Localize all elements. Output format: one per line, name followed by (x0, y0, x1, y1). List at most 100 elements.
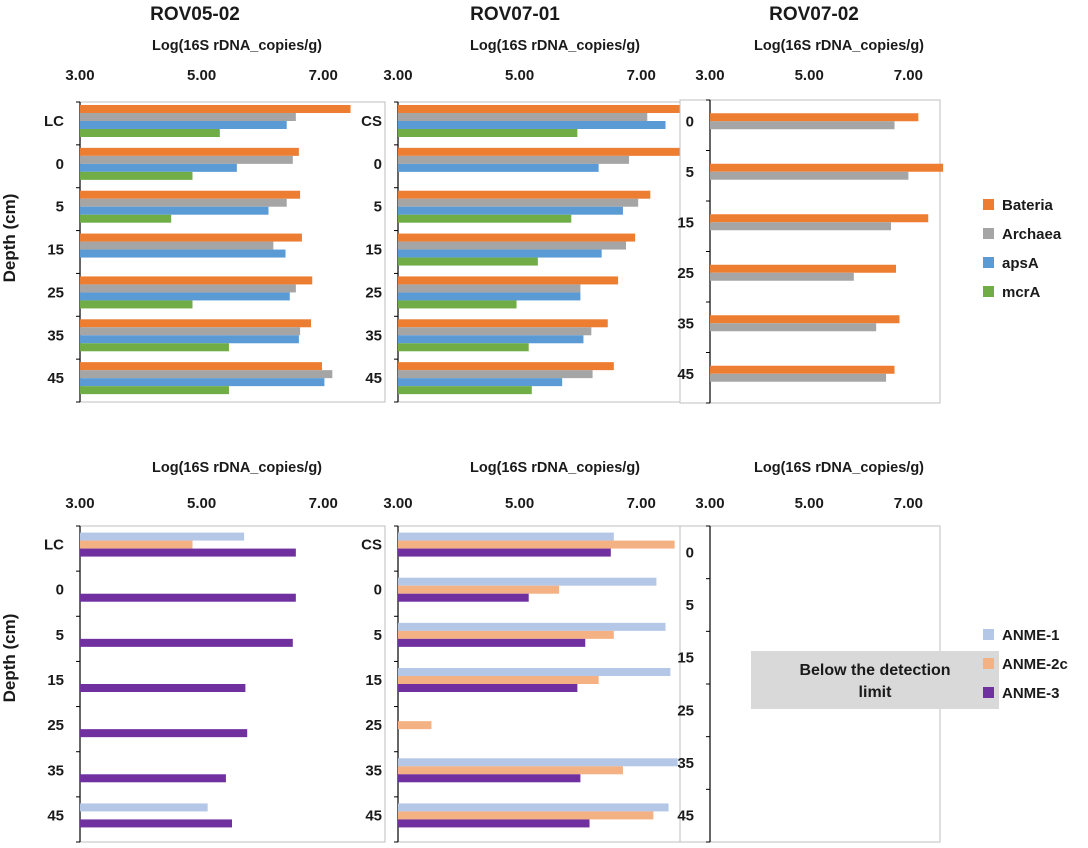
top-rov07-01-bar-apsa-15 (398, 249, 602, 258)
top-rov05-02-bar-mcra-25 (80, 300, 193, 309)
bottom-rov05-02-category-label-15: 15 (47, 672, 64, 689)
title-rov07-02: ROV07-02 (769, 4, 859, 25)
top-rov05-02-bar-archaea-45 (80, 370, 333, 379)
bottom-rov07-01-bar-anme-2c-cs (398, 540, 675, 549)
top-rov07-02-category-label-35: 35 (677, 315, 694, 332)
top-rov05-02-category-label-45: 45 (47, 370, 64, 387)
top-rov07-01-bar-bateria-cs (398, 105, 690, 113)
bottom-rov07-01-category-label-cs: CS (361, 537, 382, 554)
top-rov07-01-bar-archaea-15 (398, 241, 626, 250)
legend-swatch-anme-3 (983, 687, 994, 698)
top-rov07-01-bar-bateria-5 (398, 190, 651, 199)
top-rov07-02-bar-archaea-15 (710, 222, 892, 231)
top-rov05-02-bar-bateria-5 (80, 190, 301, 199)
top-rov07-01-category-label-0: 0 (374, 156, 382, 173)
bottom-rov05-02-x-tick-label: 7.00 (309, 495, 338, 512)
top-rov07-02-category-label-45: 45 (677, 366, 694, 383)
top-rov05-02-bar-apsa-35 (80, 335, 299, 344)
top-rov07-01-bar-archaea-35 (398, 327, 592, 336)
top-rov07-01-bar-mcra-35 (398, 343, 529, 352)
top-rov07-02-bar-archaea-35 (710, 323, 877, 332)
title-rov05-02: ROV05-02 (150, 4, 240, 25)
detection-limit-text-line1: Below the detection (799, 662, 950, 679)
top-rov05-02-bar-apsa-lc (80, 121, 287, 129)
bottom-rov07-01-bar-anme-1-35 (398, 758, 678, 767)
top-rov07-02-x-axis-title: Log(16S rDNA_copies/g) (754, 38, 924, 54)
top-rov07-02-category-label-15: 15 (677, 214, 694, 231)
bottom-rov07-02-category-label-45: 45 (677, 808, 694, 825)
bottom-rov05-02-category-label-35: 35 (47, 762, 64, 779)
top-rov07-02-bar-bateria-15 (710, 214, 929, 223)
legend-swatch-bateria (983, 199, 994, 210)
top-rov07-01-bar-bateria-25 (398, 276, 619, 285)
top-rov05-02-bar-apsa-25 (80, 292, 290, 301)
bottom-rov07-01-bar-anme-3-45 (398, 819, 590, 828)
top-rov05-02-bar-bateria-25 (80, 276, 313, 285)
top-rov05-02-bar-bateria-45 (80, 362, 322, 371)
bottom-rov05-02-bar-anme-3-0 (80, 593, 296, 602)
legend-swatch-archaea (983, 228, 994, 239)
top-rov05-02-bar-archaea-0 (80, 155, 293, 164)
top-rov05-02-category-label-35: 35 (47, 327, 64, 344)
bottom-rov05-02-category-label-45: 45 (47, 807, 64, 824)
bottom-rov05-02-bar-anme-1-lc (80, 532, 245, 541)
bottom-rov05-02-category-label-25: 25 (47, 717, 64, 734)
top-rov05-02-bar-mcra-35 (80, 343, 229, 352)
bottom-rov07-01-bar-anme-2c-35 (398, 766, 623, 775)
bottom-rov07-02-category-label-35: 35 (677, 755, 694, 772)
panel-bottom-rov07-01: Log(16S rDNA_copies/g) 3.00 5.00 7.00 CS 0 5 15… (361, 460, 704, 843)
top-rov05-02-bar-bateria-35 (80, 319, 312, 328)
top-rov07-02-category-label-5: 5 (686, 164, 694, 181)
top-rov07-02-bar-bateria-45 (710, 365, 895, 374)
bottom-rov05-02-x-axis-title: Log(16S rDNA_copies/g) (152, 460, 322, 476)
bottom-rov05-02-category-label-lc: LC (44, 537, 64, 554)
top-rov07-02-bar-bateria-0 (710, 113, 919, 122)
panel-top-rov05-02: Log(16S rDNA_copies/g) 3.00 5.00 7.00 LC 0 5 15… (44, 38, 386, 403)
top-rov07-01-bar-mcra-5 (398, 214, 572, 223)
bottom-rov07-01-bar-anme-3-0 (398, 593, 529, 602)
bottom-rov05-02-bar-anme-1-45 (80, 803, 208, 812)
title-rov07-01: ROV07-01 (470, 4, 560, 25)
top-rov07-01-bar-archaea-25 (398, 284, 581, 293)
top-rov05-02-x-tick-label: 3.00 (65, 67, 94, 84)
bottom-rov07-02-x-tick-label: 7.00 (894, 495, 923, 512)
bottom-rov07-02-x-axis-title: Log(16S rDNA_copies/g) (754, 460, 924, 476)
top-rov07-01-x-tick-label: 3.00 (383, 67, 412, 84)
top-rov07-01-bar-apsa-cs (398, 121, 666, 129)
top-rov05-02-category-label-25: 25 (47, 284, 64, 301)
top-rov07-01-bar-bateria-15 (398, 233, 636, 242)
bottom-rov07-02-category-label-15: 15 (677, 650, 694, 667)
top-rov05-02-bar-archaea-lc (80, 113, 296, 121)
top-rov05-02-bar-mcra-lc (80, 129, 220, 137)
detection-limit-box (751, 651, 999, 709)
top-rov07-01-bar-archaea-0 (398, 155, 630, 164)
bottom-rov07-01-bar-anme-2c-5 (398, 630, 614, 639)
detection-limit-text-line2: limit (859, 684, 893, 701)
bottom-rov07-01-x-axis-title: Log(16S rDNA_copies/g) (470, 460, 640, 476)
top-rov05-02-bar-apsa-0 (80, 163, 237, 172)
bottom-rov07-01-category-label-25: 25 (365, 717, 382, 734)
top-rov05-02-bar-apsa-15 (80, 249, 286, 258)
top-rov07-01-category-label-15: 15 (365, 242, 382, 259)
legend-label-apsa: apsA (1002, 255, 1039, 272)
top-rov07-01-category-label-45: 45 (365, 370, 382, 387)
bottom-rov07-02-category-label-5: 5 (686, 597, 694, 614)
top-rov07-01-category-label-35: 35 (365, 327, 382, 344)
top-rov07-01-bar-mcra-45 (398, 386, 532, 395)
panel-bottom-rov05-02: Log(16S rDNA_copies/g) 3.00 5.00 7.00 LC 0 5 15… (44, 460, 386, 843)
bottom-rov07-01-bar-anme-2c-45 (398, 811, 654, 820)
bottom-rov05-02-bar-anme-3-lc (80, 548, 296, 557)
top-rov07-02-bar-bateria-25 (710, 264, 896, 273)
top-rov05-02-x-tick-label: 5.00 (187, 67, 216, 84)
legend-label-anme-3: ANME-3 (1002, 685, 1060, 702)
top-rov07-01-bar-apsa-35 (398, 335, 584, 344)
panel-top-rov07-01: Log(16S rDNA_copies/g) 3.00 5.00 7.00 CS 0 5 15… (361, 38, 704, 403)
top-rov05-02-bar-archaea-25 (80, 284, 296, 293)
bottom-rov07-01-bar-anme-1-45 (398, 803, 669, 812)
bottom-rov05-02-category-label-0: 0 (56, 582, 64, 599)
top-rov07-01-bar-mcra-25 (398, 300, 517, 309)
top-rov07-02-x-tick-label: 7.00 (894, 67, 923, 84)
y-axis-title-top: Depth (cm) (0, 194, 19, 283)
bottom-rov07-01-category-label-45: 45 (365, 807, 382, 824)
